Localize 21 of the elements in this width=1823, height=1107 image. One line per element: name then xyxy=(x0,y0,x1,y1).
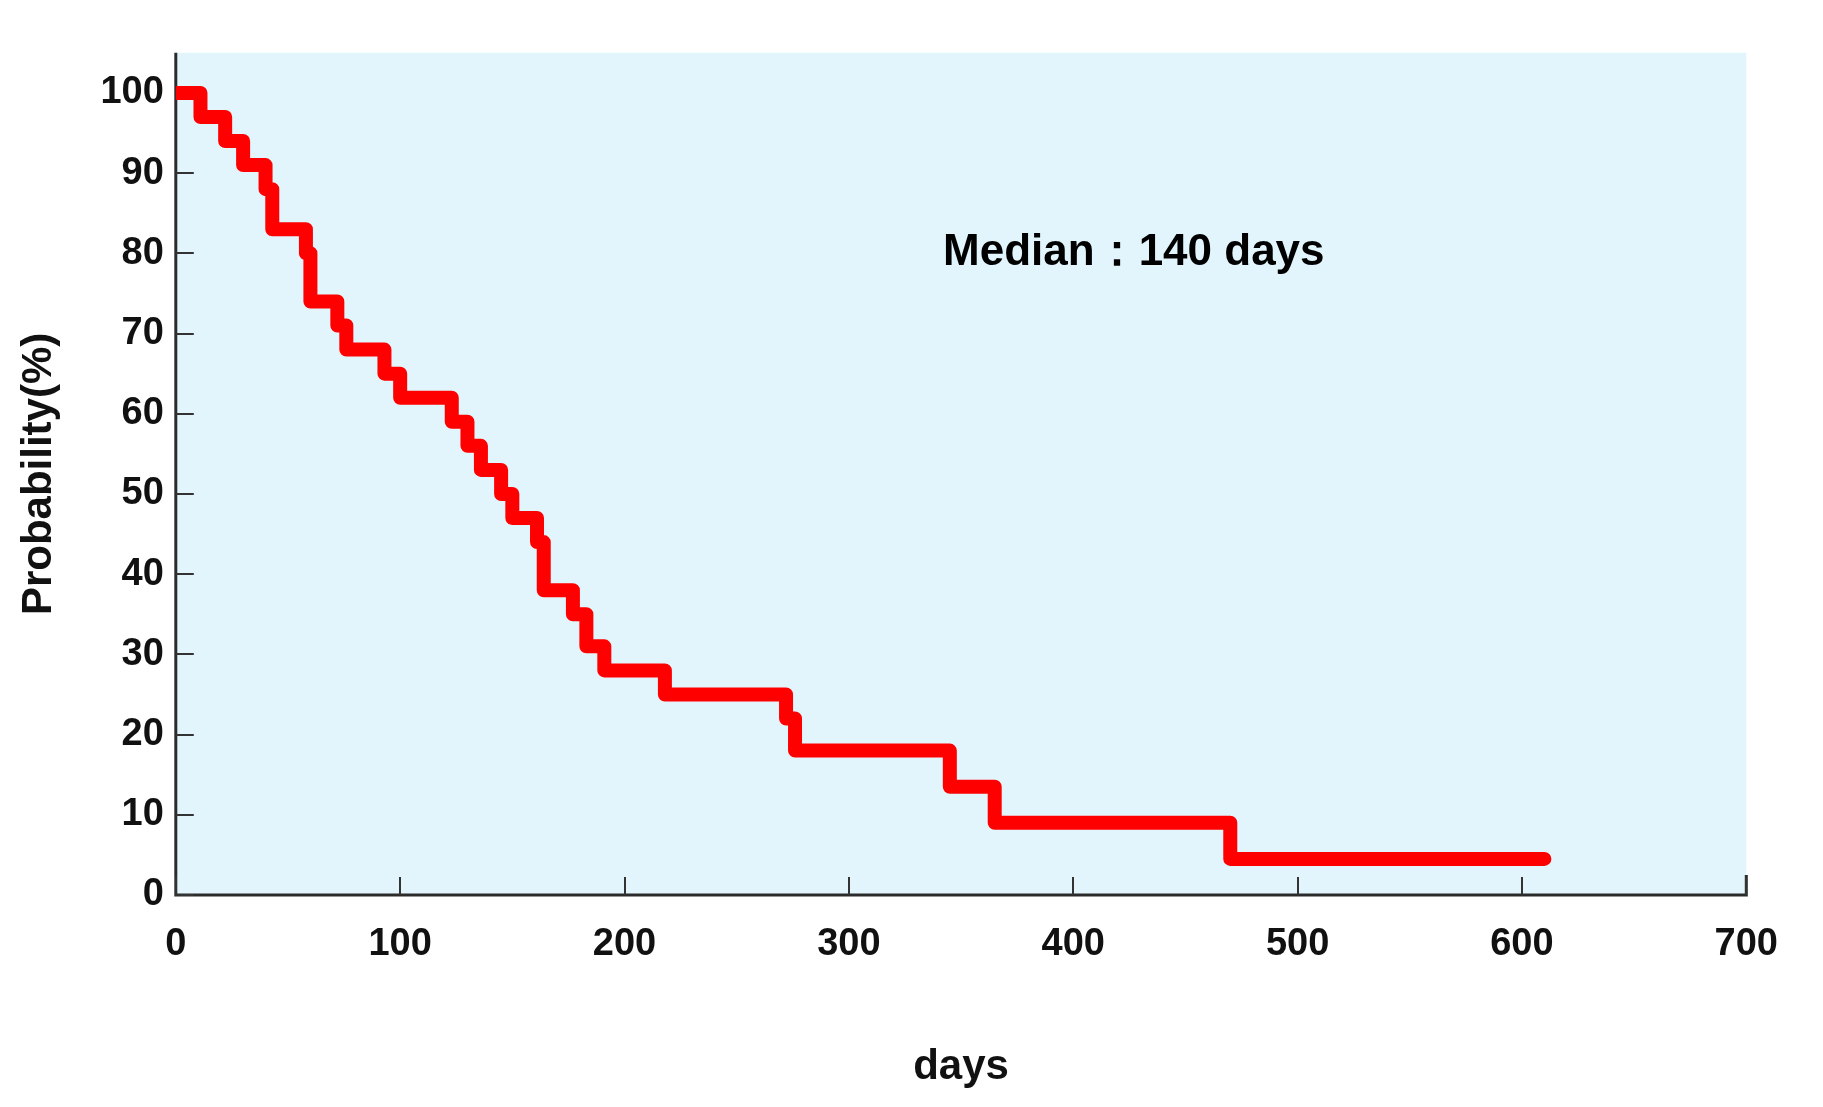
y-tick-label: 10 xyxy=(121,791,164,834)
x-tick-label: 300 xyxy=(817,921,881,964)
y-tick-label: 0 xyxy=(142,871,164,914)
y-axis-title: Probability(%) xyxy=(12,332,60,616)
x-tick-label: 400 xyxy=(1041,921,1105,964)
y-tick-label: 40 xyxy=(121,550,164,593)
y-tick-label: 30 xyxy=(121,630,164,673)
y-tick-label: 50 xyxy=(121,470,164,513)
y-tick-label: 20 xyxy=(121,711,164,754)
y-tick-label: 100 xyxy=(100,69,164,112)
x-tick-label: 500 xyxy=(1265,921,1330,964)
x-axis-title: days xyxy=(913,1041,1009,1089)
y-tick-label: 70 xyxy=(121,310,164,353)
y-tick-label: 90 xyxy=(121,149,164,192)
x-tick-label: 100 xyxy=(368,921,432,964)
x-tick-label: 200 xyxy=(592,921,657,964)
x-tick-label: 700 xyxy=(1714,921,1778,964)
annotation: Median：140 days xyxy=(943,224,1325,274)
y-tick-label: 60 xyxy=(121,390,164,433)
y-tick-label: 80 xyxy=(121,229,164,272)
x-tick-label: 600 xyxy=(1490,921,1554,964)
